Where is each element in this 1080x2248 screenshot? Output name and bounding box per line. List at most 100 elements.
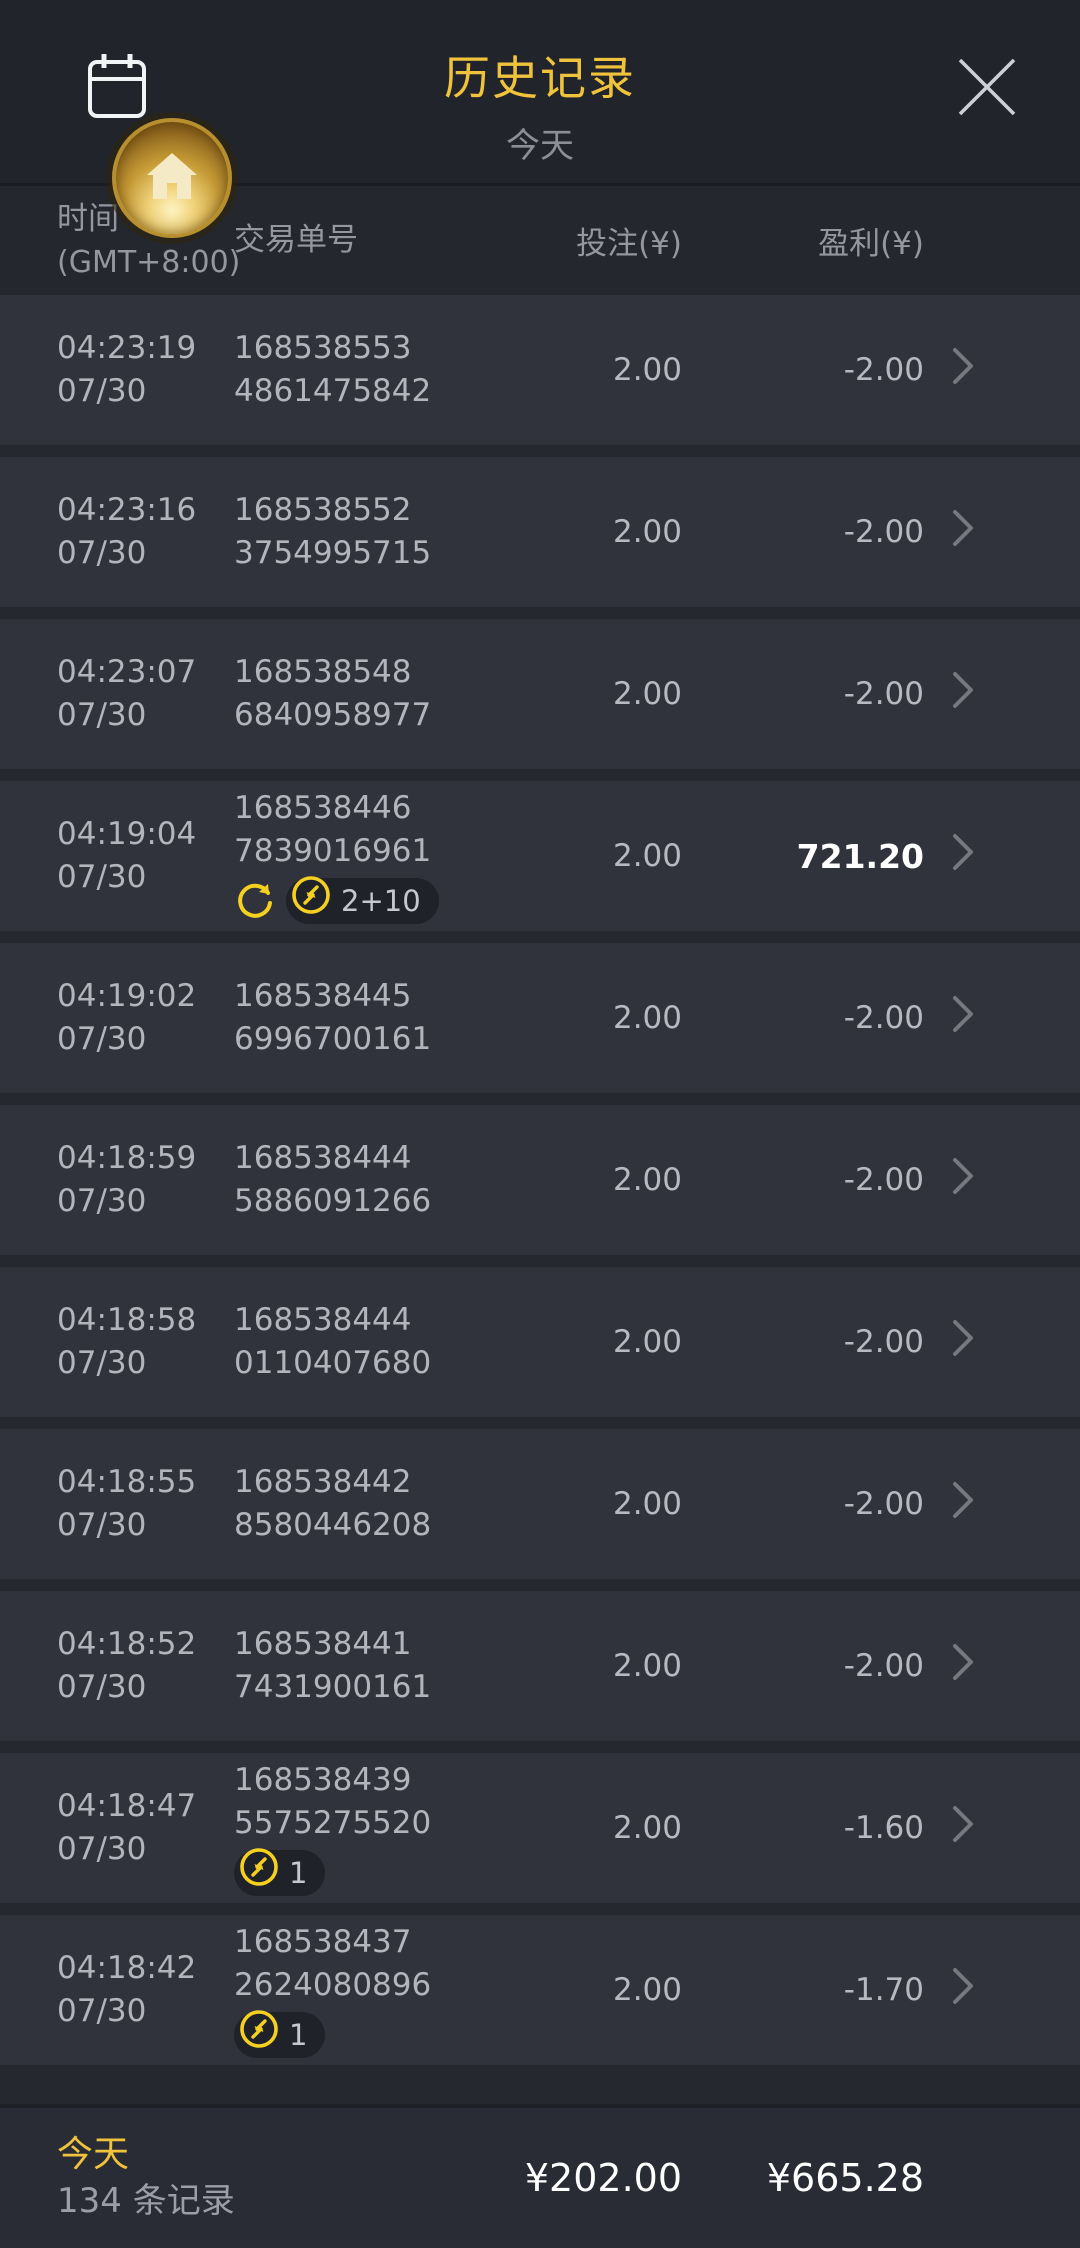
round-trip-badge: 1 [234, 2010, 326, 2058]
row-transaction-id: 168538442 8580446208 [234, 1461, 484, 1547]
row-profit-amount: -2.00 [843, 352, 924, 388]
row-transaction-id: 168538437 2624080896 1 [234, 1921, 484, 2059]
table-row[interactable]: 04:23:16 07/30 168538552 3754995715 2.00 -2.0… [0, 457, 1080, 607]
row-time: 04:18:42 07/30 [0, 1947, 234, 2033]
row-id-line2: 5886091266 [234, 1183, 432, 1219]
chevron-right-icon [950, 993, 976, 1043]
table-row[interactable]: 04:18:55 07/30 168538442 8580446208 2.00 -2.0… [0, 1429, 1080, 1579]
row-time: 04:23:16 07/30 [0, 489, 234, 575]
home-icon [143, 147, 201, 209]
row-profit-amount: -2.00 [843, 514, 924, 550]
round-trip-icon [238, 2008, 280, 2062]
row-time: 04:18:55 07/30 [0, 1461, 234, 1547]
row-time-value: 04:23:07 [57, 654, 197, 690]
page-title: 历史记录 [444, 51, 636, 105]
calendar-button[interactable] [82, 48, 152, 124]
column-header-time: 时间 (GMT+8:00) [57, 200, 241, 280]
row-id-line2: 3754995715 [234, 535, 432, 571]
badge-count-label: 1 [289, 1855, 308, 1890]
row-profit-amount: -2.00 [843, 1162, 924, 1198]
record-list: 04:23:19 07/30 168538553 4861475842 2.00 -2.0… [0, 295, 1080, 2104]
row-id-line2: 7839016961 [234, 833, 432, 869]
row-bet-amount: 2.00 [612, 514, 682, 550]
row-time-value: 04:18:42 [57, 1950, 197, 1986]
row-badges: 2+10 [234, 876, 484, 925]
table-row[interactable]: 04:18:47 07/30 168538439 5575275520 1 2.00 -1.… [0, 1753, 1080, 1903]
row-date-value: 07/30 [57, 1669, 147, 1705]
row-id-line2: 5575275520 [234, 1805, 432, 1841]
table-row[interactable]: 04:19:02 07/30 168538445 6996700161 2.00 -2.0… [0, 943, 1080, 1093]
row-time-value: 04:18:58 [57, 1302, 197, 1338]
row-id-line1: 168538441 [234, 1626, 412, 1662]
row-time-value: 04:23:16 [57, 492, 197, 528]
summary-day-label: 今天 [57, 2134, 130, 2175]
row-id-line1: 168538444 [234, 1140, 412, 1176]
row-date-value: 07/30 [57, 1507, 147, 1543]
table-row[interactable]: 04:18:59 07/30 168538444 5886091266 2.00 -2.0… [0, 1105, 1080, 1255]
chevron-right-icon [950, 507, 976, 557]
row-date-value: 07/30 [57, 1993, 147, 2029]
row-id-line2: 6840958977 [234, 697, 432, 733]
row-id-line2: 7431900161 [234, 1669, 432, 1705]
chevron-right-icon [950, 1479, 976, 1529]
table-row[interactable]: 04:23:07 07/30 168538548 6840958977 2.00 -2.0… [0, 619, 1080, 769]
column-header-transaction-id: 交易单号 [234, 222, 358, 258]
row-time-value: 04:19:04 [57, 816, 197, 852]
calendar-icon [82, 54, 152, 127]
chevron-right-icon [950, 1641, 976, 1691]
round-trip-badge: 1 [234, 1848, 326, 1896]
row-badges: 1 [234, 1848, 484, 1897]
row-profit-amount: -1.60 [843, 1810, 924, 1846]
row-transaction-id: 168538444 5886091266 [234, 1137, 484, 1223]
row-time: 04:18:59 07/30 [0, 1137, 234, 1223]
round-trip-icon [238, 1846, 280, 1900]
row-transaction-id: 168538553 4861475842 [234, 327, 484, 413]
row-id-line2: 4861475842 [234, 373, 432, 409]
refresh-icon [234, 879, 278, 923]
row-id-line1: 168538552 [234, 492, 412, 528]
row-time: 04:18:58 07/30 [0, 1299, 234, 1385]
table-row[interactable]: 04:18:42 07/30 168538437 2624080896 1 2.00 -1.… [0, 1915, 1080, 2065]
row-time-value: 04:19:02 [57, 978, 197, 1014]
round-trip-badge: 2+10 [286, 876, 439, 924]
row-profit-amount: -2.00 [843, 1324, 924, 1360]
chevron-right-icon [950, 345, 976, 395]
row-bet-amount: 2.00 [612, 1000, 682, 1036]
row-id-line2: 6996700161 [234, 1021, 432, 1057]
row-profit-amount: -2.00 [843, 1000, 924, 1036]
summary-records-count: 134 条记录 [57, 2181, 235, 2221]
table-header: 时间 (GMT+8:00) 交易单号 投注(¥) 盈利(¥) [0, 186, 1080, 295]
summary-footer: 今天 134 条记录 ¥202.00 ¥665.28 [0, 2104, 1080, 2248]
round-trip-icon [290, 874, 332, 928]
badge-count-label: 1 [289, 2017, 308, 2052]
table-row[interactable]: 04:19:04 07/30 168538446 7839016961 2+10 2.00… [0, 781, 1080, 931]
close-button[interactable] [952, 52, 1022, 122]
row-date-value: 07/30 [57, 1183, 147, 1219]
row-time: 04:23:19 07/30 [0, 327, 234, 413]
chevron-right-icon [950, 831, 976, 881]
row-bet-amount: 2.00 [612, 1486, 682, 1522]
chevron-right-icon [950, 1155, 976, 1205]
table-row[interactable]: 04:18:58 07/30 168538444 0110407680 2.00 -2.0… [0, 1267, 1080, 1417]
row-id-line1: 168538553 [234, 330, 412, 366]
row-transaction-id: 168538552 3754995715 [234, 489, 484, 575]
row-transaction-id: 168538444 0110407680 [234, 1299, 484, 1385]
chevron-right-icon [950, 669, 976, 719]
row-date-value: 07/30 [57, 373, 147, 409]
badge-count-label: 2+10 [341, 883, 421, 918]
row-time: 04:23:07 07/30 [0, 651, 234, 737]
table-row[interactable]: 04:18:52 07/30 168538441 7431900161 2.00 -2.0… [0, 1591, 1080, 1741]
row-bet-amount: 2.00 [612, 1162, 682, 1198]
row-bet-amount: 2.00 [612, 1324, 682, 1360]
row-date-value: 07/30 [57, 1021, 147, 1057]
table-row[interactable]: 04:23:19 07/30 168538553 4861475842 2.00 -2.0… [0, 295, 1080, 445]
row-time-value: 04:18:47 [57, 1788, 197, 1824]
row-transaction-id: 168538441 7431900161 [234, 1623, 484, 1709]
row-profit-amount: -2.00 [843, 1486, 924, 1522]
row-bet-amount: 2.00 [612, 1810, 682, 1846]
row-time: 04:19:04 07/30 [0, 813, 234, 899]
home-button[interactable] [112, 118, 232, 238]
row-profit-amount: 721.20 [796, 836, 924, 876]
chevron-right-icon [950, 1965, 976, 2015]
row-transaction-id: 168538439 5575275520 1 [234, 1759, 484, 1897]
